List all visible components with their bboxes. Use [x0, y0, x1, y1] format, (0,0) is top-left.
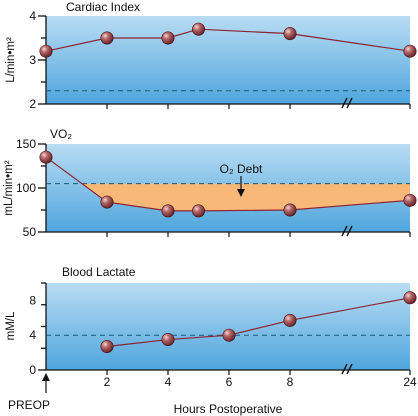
y-tick-label: 3 [29, 53, 36, 67]
y-tick-label: 100 [16, 181, 36, 195]
oxygen-debt-area [81, 183, 410, 211]
axis-break [341, 225, 353, 237]
data-point [100, 31, 114, 45]
preop-marker: PREOP [8, 373, 50, 412]
axis-break [341, 363, 353, 375]
x-tick-label: 6 [226, 375, 233, 389]
y-axis-label: mL/min•m² [3, 160, 15, 215]
y-tick-label: 4 [29, 328, 36, 342]
panel-cardiac-index: Cardiac Index L/min•m² 2 3 4 [5, 0, 417, 111]
y-tick-label: 4 [29, 9, 36, 23]
x-tick-label: 8 [287, 375, 294, 389]
annotation-o2-debt: O₂ Debt [220, 162, 263, 176]
data-point [39, 44, 53, 58]
preop-label: PREOP [8, 398, 50, 412]
panel-vo2: O₂ Debt VO₂ mL/min•m² 50 100 150 [3, 127, 417, 239]
x-tick-label: 24 [403, 375, 417, 389]
series-points [39, 150, 417, 218]
x-tick-label: 4 [165, 375, 172, 389]
data-point [39, 150, 53, 164]
data-point [403, 193, 417, 207]
y-tick-label: 0 [29, 363, 36, 377]
data-point [283, 313, 297, 327]
y-tick-label: 150 [16, 137, 36, 151]
y-axis-label: L/min•m² [5, 37, 17, 83]
axis-break [341, 97, 353, 109]
data-point [100, 195, 114, 209]
x-axis-label: Hours Postoperative [174, 402, 283, 416]
panel-blood-lactate: Blood Lactate mM/L 0 4 8 [5, 265, 417, 377]
data-point [161, 333, 175, 347]
y-axis-label: mM/L [5, 311, 17, 340]
series-points [100, 291, 417, 354]
panel-title: Blood Lactate [62, 265, 136, 279]
panel-title: VO₂ [50, 127, 72, 141]
series-line [45, 28, 411, 52]
x-tick-label: 2 [104, 375, 111, 389]
data-point [283, 203, 297, 217]
data-point [192, 22, 206, 36]
x-axis: 2 4 6 8 24 [104, 375, 417, 389]
panel-title: Cardiac Index [66, 0, 140, 14]
data-point [100, 340, 114, 354]
data-point [161, 204, 175, 218]
data-point [161, 31, 175, 45]
y-tick-label: 2 [29, 97, 36, 111]
data-point [222, 328, 236, 342]
y-tick-labels: 50 100 150 [16, 137, 36, 239]
series-points [39, 22, 417, 58]
data-point [403, 291, 417, 305]
panel-background [46, 283, 410, 370]
y-tick-label: 8 [29, 293, 36, 307]
data-point [283, 27, 297, 41]
y-tick-label: 50 [23, 225, 37, 239]
y-tick-labels: 2 3 4 [29, 9, 36, 111]
series-line [45, 156, 411, 212]
data-point [403, 44, 417, 58]
y-tick-labels: 0 4 8 [29, 293, 36, 377]
annotation-arrow [237, 176, 245, 197]
data-point [192, 204, 206, 218]
